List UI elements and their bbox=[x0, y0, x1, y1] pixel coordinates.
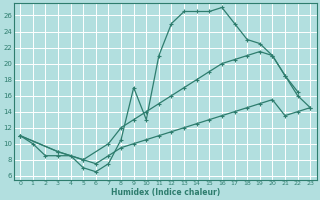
X-axis label: Humidex (Indice chaleur): Humidex (Indice chaleur) bbox=[111, 188, 220, 197]
